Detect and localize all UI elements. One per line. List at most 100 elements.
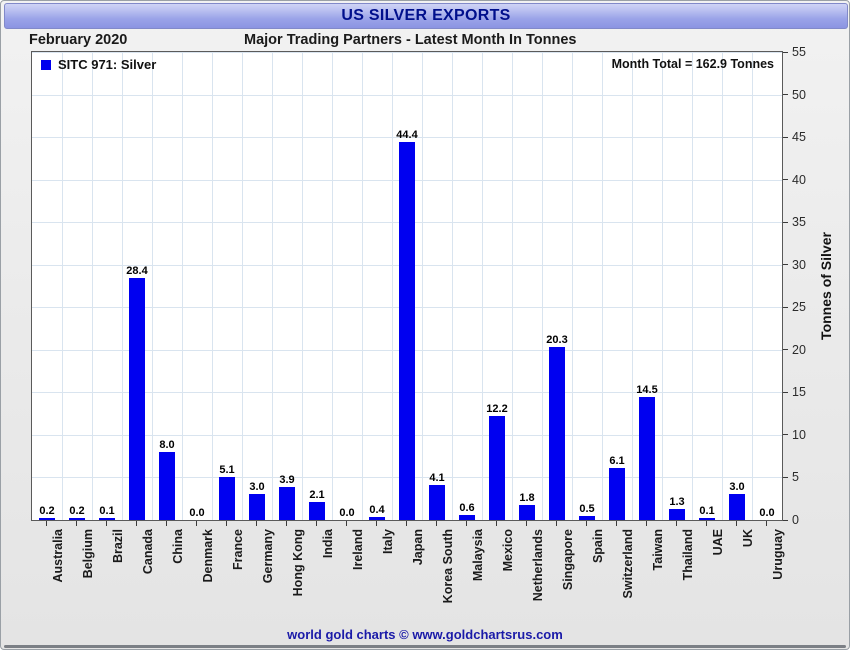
bar-india[interactable] [309, 502, 325, 520]
bar-value-label: 0.6 [459, 502, 475, 514]
window-title: US SILVER EXPORTS [341, 7, 511, 24]
legend-label: SITC 971: Silver [58, 57, 157, 72]
bar-china[interactable] [159, 452, 175, 520]
y-axis-tick: 50 [783, 88, 806, 102]
x-axis: Australia Belgium Brazil Canada China Denmark… [31, 521, 785, 621]
bar-column: 2.1 [309, 489, 325, 520]
x-axis-tick [556, 521, 557, 526]
y-tick-label: 0 [792, 513, 799, 527]
x-axis-label-brazil: Brazil [111, 529, 125, 564]
bar-france[interactable] [219, 477, 235, 520]
plot-area: SITC 971: Silver Month Total = 162.9 Ton… [31, 51, 783, 521]
bar-korea-south[interactable] [429, 485, 445, 520]
y-tick-label: 20 [792, 342, 806, 357]
x-axis-label-uruguay: Uruguay [771, 529, 785, 580]
y-tick-label: 35 [792, 215, 806, 230]
bar-column: 44.4 [396, 129, 418, 520]
y-axis-tick: 20 [783, 343, 806, 357]
y-tick-mark [783, 434, 788, 436]
x-axis-label-malaysia: Malaysia [471, 529, 485, 582]
x-axis-label-netherlands: Netherlands [531, 529, 545, 602]
x-axis-tick [466, 521, 467, 526]
bar-column: 3.0 [249, 481, 265, 520]
bar-column: 14.5 [636, 384, 658, 520]
y-tick-mark [783, 306, 788, 308]
x-axis-label-thailand: Thailand [681, 529, 695, 581]
y-tick-label: 55 [792, 45, 806, 59]
bar-taiwan[interactable] [639, 397, 655, 520]
bar-malaysia[interactable] [459, 515, 475, 520]
bar-column: 0.4 [369, 504, 385, 520]
y-axis-tick: 0 [783, 513, 799, 527]
bar-value-label: 3.0 [729, 481, 745, 493]
bar-column: 0.0 [759, 507, 775, 520]
bar-value-label: 1.3 [669, 496, 685, 508]
y-tick-mark [783, 51, 788, 53]
bar-value-label: 8.0 [159, 439, 175, 451]
bar-uae[interactable] [699, 518, 715, 520]
y-axis-title-text: Tonnes of Silver [818, 232, 834, 340]
x-axis-label-germany: Germany [261, 529, 275, 584]
bar-germany[interactable] [249, 494, 265, 520]
x-axis-label-spain: Spain [591, 529, 605, 564]
x-axis-tick [436, 521, 437, 526]
x-axis-tick [736, 521, 737, 526]
bar-column: 0.6 [459, 502, 475, 520]
y-axis-tick: 30 [783, 258, 806, 272]
y-tick-label: 50 [792, 87, 806, 102]
y-tick-mark [783, 476, 788, 478]
y-tick-label: 5 [792, 470, 799, 485]
bar-column: 0.5 [579, 503, 595, 520]
x-axis-tick [376, 521, 377, 526]
bar-brazil[interactable] [99, 518, 115, 520]
x-axis-label-uae: UAE [711, 529, 725, 556]
y-tick-mark [783, 94, 788, 96]
bar-switzerland[interactable] [609, 468, 625, 520]
x-axis-tick [316, 521, 317, 526]
bar-spain[interactable] [579, 516, 595, 520]
bar-mexico[interactable] [489, 416, 505, 520]
bar-value-label: 0.2 [69, 505, 85, 517]
y-axis-title: Tonnes of Silver [813, 51, 839, 521]
y-tick-label: 25 [792, 300, 806, 315]
bar-uk[interactable] [729, 494, 745, 520]
bar-value-label: 44.4 [396, 129, 418, 141]
bar-netherlands[interactable] [519, 505, 535, 520]
x-axis-tick [766, 521, 767, 526]
y-tick-mark [783, 349, 788, 351]
bar-value-label: 20.3 [546, 334, 568, 346]
x-axis-label-belgium: Belgium [81, 529, 95, 579]
bar-column: 28.4 [126, 265, 148, 520]
x-axis-label-france: France [231, 529, 245, 570]
bar-australia[interactable] [39, 518, 55, 520]
y-tick-label: 15 [792, 385, 806, 400]
y-tick-mark [783, 391, 788, 393]
bar-hong-kong[interactable] [279, 487, 295, 520]
x-axis-tick [646, 521, 647, 526]
y-axis-tick: 10 [783, 428, 806, 442]
bar-singapore[interactable] [549, 347, 565, 520]
bar-value-label: 0.1 [99, 505, 115, 517]
x-axis-tick [46, 521, 47, 526]
y-axis-tick: 45 [783, 130, 806, 144]
bar-column: 6.1 [609, 455, 625, 520]
x-axis-tick [706, 521, 707, 526]
x-axis-tick [586, 521, 587, 526]
x-axis-tick [406, 521, 407, 526]
bar-belgium[interactable] [69, 518, 85, 520]
x-axis-tick [106, 521, 107, 526]
bar-thailand[interactable] [669, 509, 685, 520]
bar-value-label: 6.1 [609, 455, 625, 467]
y-axis: 0 5 10 15 20 25 30 35 40 45 50 55 [783, 45, 823, 527]
bar-value-label: 3.9 [279, 474, 295, 486]
bar-value-label: 5.1 [219, 464, 235, 476]
bar-japan[interactable] [399, 142, 415, 520]
x-axis-label-uk: UK [741, 529, 755, 548]
bar-italy[interactable] [369, 517, 385, 520]
bar-canada[interactable] [129, 278, 145, 520]
bar-column: 4.1 [429, 472, 445, 520]
bar-value-label: 2.1 [309, 489, 325, 501]
x-axis-tick [286, 521, 287, 526]
month-total-annotation: Month Total = 162.9 Tonnes [611, 57, 774, 71]
